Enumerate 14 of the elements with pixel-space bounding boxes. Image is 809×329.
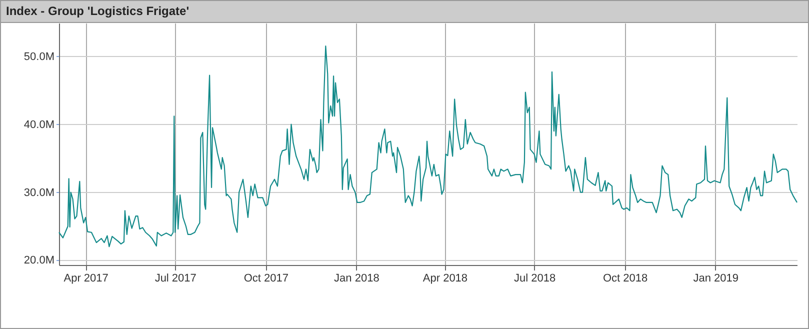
x-tick-label: Jan 2018: [334, 272, 380, 284]
x-tick-label: Oct 2017: [244, 272, 288, 284]
y-tick-label: 50.0M: [24, 50, 54, 63]
x-tick-label: Jul 2017: [154, 272, 196, 284]
line-series: [58, 46, 798, 248]
y-tick-label: 30.0M: [24, 186, 54, 199]
y-tick-label: 20.0M: [24, 254, 54, 267]
x-tick-label: Apr 2018: [422, 272, 468, 284]
x-tick-label: Jul 2018: [514, 272, 556, 284]
x-tick-label: Jan 2019: [693, 272, 738, 284]
x-tick-label: Apr 2017: [64, 272, 108, 284]
y-tick-label: 40.0M: [24, 118, 54, 131]
chart-title: Index - Group 'Logistics Frigate': [1, 1, 808, 23]
x-tick-label: Oct 2018: [602, 272, 648, 284]
